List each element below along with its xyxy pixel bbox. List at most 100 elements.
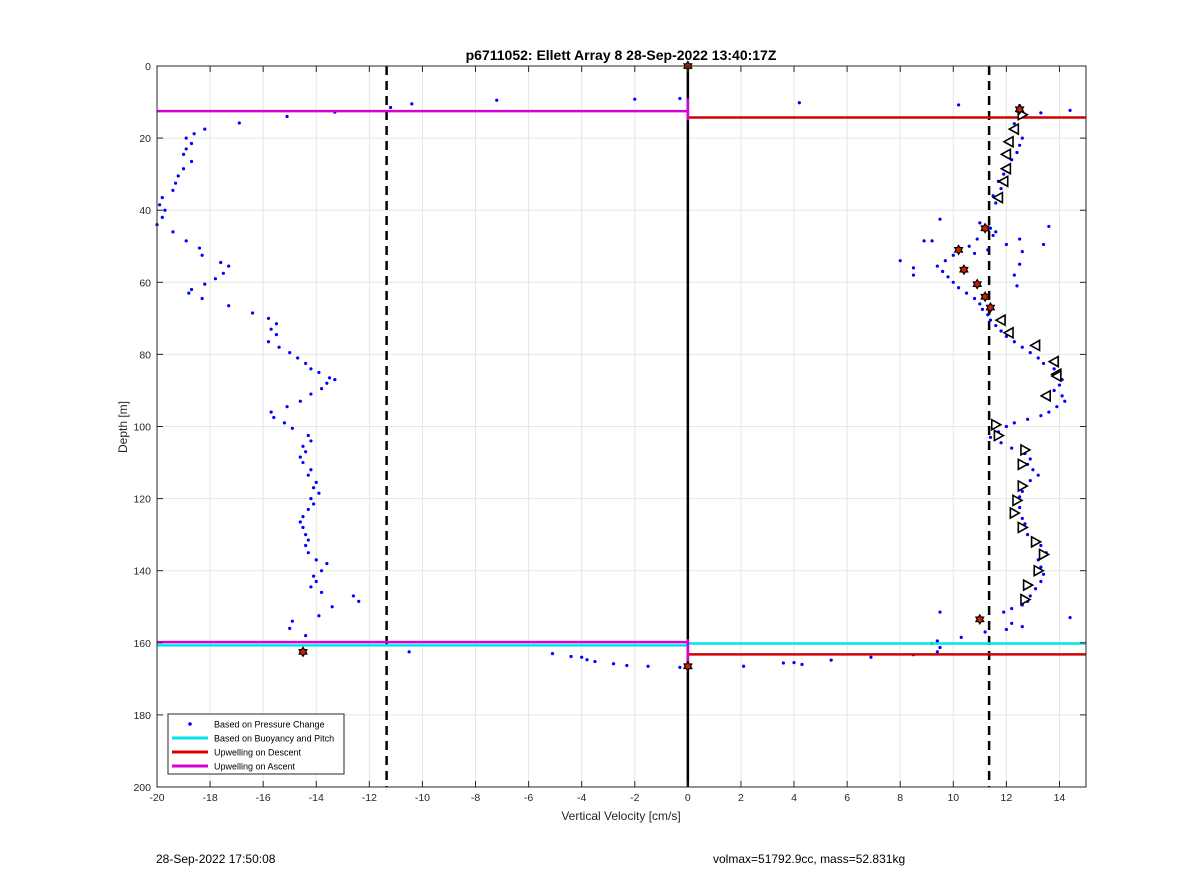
y-tick-label: 60 (139, 277, 151, 289)
pressure-change-point (272, 415, 276, 420)
pressure-change-point (943, 259, 947, 263)
y-tick-label: 100 (133, 422, 151, 434)
pressure-change-point (357, 599, 361, 603)
pressure-change-point (1018, 262, 1022, 266)
pressure-change-point (1012, 122, 1016, 126)
pressure-change-point (1039, 111, 1043, 115)
pressure-change-point (330, 605, 334, 609)
pressure-change-point (388, 105, 393, 110)
pressure-change-point (935, 639, 939, 643)
pressure-change-point (269, 410, 273, 414)
pressure-change-point (181, 152, 186, 156)
legend-label: Upwelling on Descent (214, 748, 302, 758)
x-tick-label: 8 (897, 792, 903, 804)
pressure-change-point (306, 507, 310, 512)
pressure-change-point (290, 426, 294, 430)
pressure-change-point (319, 569, 324, 573)
pressure-change-point (197, 246, 202, 250)
x-tick-label: -18 (202, 792, 217, 804)
pressure-change-point (319, 590, 324, 594)
triangle-left-marker (1002, 135, 1014, 149)
y-tick-label: 80 (139, 349, 151, 361)
pressure-change-point (306, 538, 310, 542)
pressure-change-point (290, 619, 294, 623)
pressure-change-point (250, 311, 255, 315)
pressure-change-point (1031, 468, 1035, 472)
chart-title: p6711052: Ellett Array 8 28-Sep-2022 13:… (466, 47, 777, 63)
pressure-change-point (312, 486, 316, 490)
legend-label: Upwelling on Ascent (214, 762, 296, 772)
pressure-change-point (189, 159, 194, 164)
pressure-change-point (994, 323, 998, 328)
y-tick-label: 120 (133, 494, 151, 506)
pressure-change-point (304, 533, 308, 537)
x-tick-label: -10 (415, 792, 430, 804)
x-tick-label: -14 (309, 792, 324, 804)
x-axis-label: Vertical Velocity [cm/s] (561, 809, 680, 823)
pressure-change-point (304, 450, 308, 454)
pressure-change-point (407, 650, 411, 654)
pressure-change-point (304, 543, 308, 548)
pressure-change-point (317, 370, 321, 375)
pressure-change-point (298, 455, 302, 459)
pressure-change-point (288, 350, 292, 355)
triangle-right-marker (990, 418, 1003, 432)
pressure-change-point (301, 460, 305, 465)
pressure-change-point (1020, 516, 1024, 521)
pressure-change-point (274, 322, 279, 326)
triangle-left-marker (994, 313, 1006, 327)
pressure-change-point (1026, 533, 1030, 537)
triangle-right-marker (1038, 548, 1051, 561)
pressure-change-point (1033, 587, 1038, 591)
pressure-change-point (951, 280, 955, 284)
x-tick-label: 10 (947, 792, 959, 804)
pressure-change-point (930, 239, 934, 243)
pressure-change-point (797, 101, 801, 105)
pressure-change-point (781, 661, 786, 665)
pressure-change-point (277, 345, 281, 349)
triangle-right-marker (1020, 593, 1032, 606)
pressure-change-point (911, 266, 916, 270)
y-tick-label: 180 (133, 710, 151, 722)
pressure-change-point (1020, 489, 1024, 493)
pressure-change-point (158, 203, 162, 207)
pressure-change-point (983, 630, 987, 634)
pressure-change-point (1018, 143, 1022, 147)
pressure-change-point (301, 444, 305, 448)
pressure-change-point (219, 260, 223, 265)
pressure-change-point (1028, 594, 1032, 598)
hexagram-marker (1014, 103, 1025, 115)
pressure-change-point (410, 102, 414, 106)
pressure-change-point (309, 392, 313, 396)
pressure-change-point (625, 663, 629, 668)
y-axis-label: Depth [m] (116, 401, 130, 453)
pressure-change-point (922, 239, 926, 243)
pressure-change-point (1018, 506, 1022, 510)
pressure-change-point (986, 248, 990, 252)
pressure-change-point (611, 662, 616, 666)
legend-label: Based on Buoyancy and Pitch (214, 734, 334, 744)
pressure-change-point (160, 195, 164, 200)
pressure-change-point (319, 387, 324, 391)
pressure-change-point (1002, 610, 1006, 614)
pressure-change-point (221, 271, 225, 275)
pressure-change-point (184, 147, 188, 151)
pressure-change-point (1060, 394, 1064, 398)
pressure-change-point (304, 633, 308, 638)
pressure-change-point (200, 296, 204, 301)
pressure-change-point (1010, 446, 1014, 450)
triangle-left-marker (1047, 355, 1059, 368)
pressure-change-point (1052, 367, 1056, 371)
pressure-change-point (941, 269, 945, 274)
pressure-change-point (1068, 615, 1072, 620)
legend-dot-swatch (188, 722, 192, 726)
triangle-left-marker (999, 147, 1012, 161)
pressure-change-point (988, 318, 993, 322)
pressure-change-point (1036, 473, 1040, 477)
pressure-change-point (306, 433, 310, 438)
pressure-change-point (972, 251, 977, 256)
x-tick-label: 14 (1054, 792, 1066, 804)
pressure-change-point (288, 626, 292, 630)
pressure-change-point (1020, 345, 1024, 349)
x-tick-label: -2 (630, 792, 639, 804)
